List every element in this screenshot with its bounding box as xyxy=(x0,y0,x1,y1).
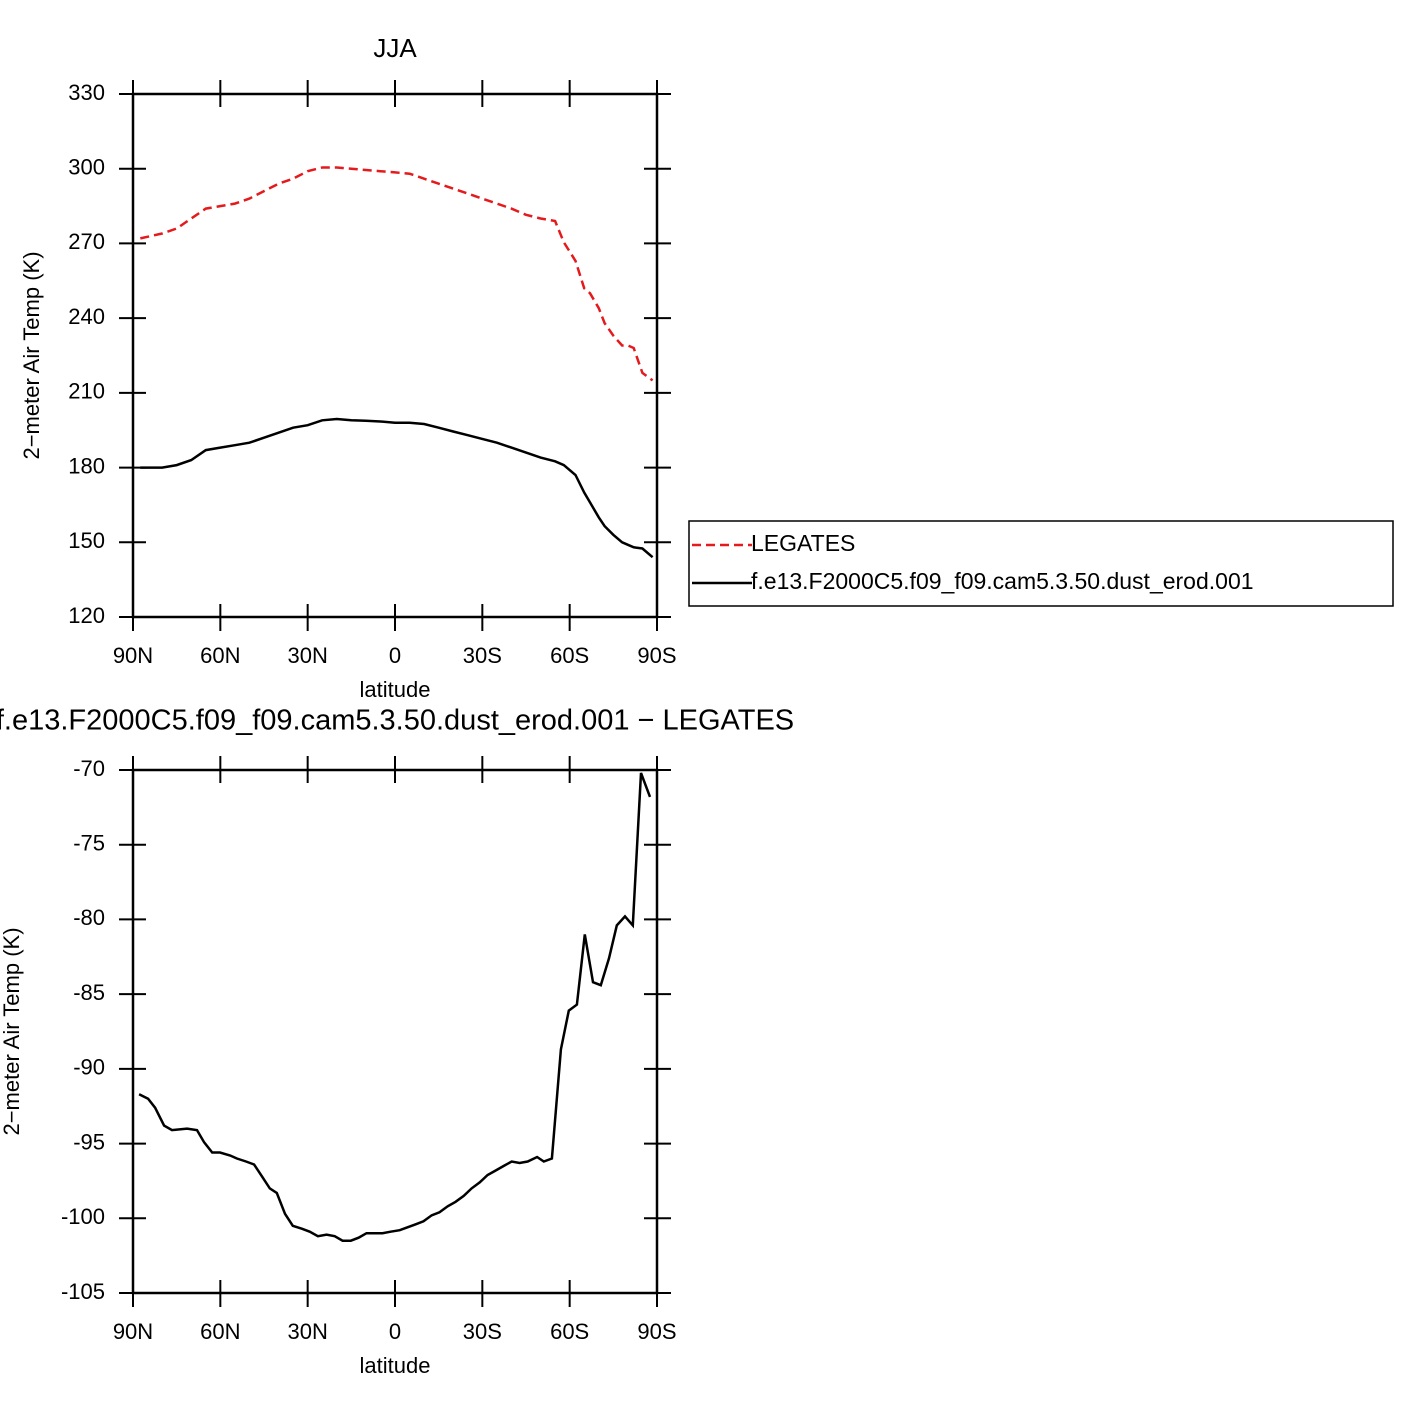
y-axis-label: 2−meter Air Temp (K) xyxy=(19,251,44,459)
data-line xyxy=(138,772,652,1242)
x-tick-label: 30S xyxy=(463,1319,502,1344)
x-tick-label: 30S xyxy=(463,643,502,668)
x-tick-label: 30N xyxy=(287,1319,327,1344)
y-tick-label: -95 xyxy=(73,1129,105,1154)
y-tick-label: -90 xyxy=(73,1055,105,1080)
x-axis-label: latitude xyxy=(360,1353,431,1378)
y-tick-label: -75 xyxy=(73,831,105,856)
x-tick-label: 60N xyxy=(200,643,240,668)
chart-title: f.e13.F2000C5.f09_f09.cam5.3.50.dust_ero… xyxy=(0,705,794,737)
x-tick-label: 90S xyxy=(637,1319,676,1344)
x-tick-label: 0 xyxy=(389,643,401,668)
y-tick-label: -105 xyxy=(61,1279,105,1304)
x-tick-label: 0 xyxy=(389,1319,401,1344)
y-tick-label: 150 xyxy=(68,528,105,553)
x-tick-label: 60S xyxy=(550,643,589,668)
legend-label: LEGATES xyxy=(751,530,855,556)
x-tick-label: 90S xyxy=(637,643,676,668)
y-tick-label: 180 xyxy=(68,453,105,478)
x-tick-label: 60S xyxy=(550,1319,589,1344)
x-tick-label: 90N xyxy=(113,643,153,668)
legend-box xyxy=(688,520,1394,607)
y-tick-label: -70 xyxy=(73,756,105,781)
y-tick-label: 270 xyxy=(68,229,105,254)
data-line xyxy=(140,166,654,382)
y-tick-label: 120 xyxy=(68,603,105,628)
x-axis-label: latitude xyxy=(360,677,431,702)
y-tick-label: 240 xyxy=(68,304,105,329)
plot-frame xyxy=(131,768,659,1295)
y-tick-label: 330 xyxy=(68,80,105,105)
y-tick-label: 300 xyxy=(68,155,105,180)
y-tick-label: -80 xyxy=(73,905,105,930)
chart-title: JJA xyxy=(373,33,417,63)
x-tick-label: 30N xyxy=(287,643,327,668)
x-tick-label: 60N xyxy=(200,1319,240,1344)
y-tick-label: -100 xyxy=(61,1204,105,1229)
y-tick-label: 210 xyxy=(68,379,105,404)
legend-label: f.e13.F2000C5.f09_f09.cam5.3.50.dust_ero… xyxy=(751,568,1254,594)
plot-frame xyxy=(131,92,659,619)
y-tick-label: -85 xyxy=(73,980,105,1005)
data-line xyxy=(140,417,654,559)
x-tick-label: 90N xyxy=(113,1319,153,1344)
y-axis-label: 2−meter Air Temp (K) xyxy=(0,927,24,1135)
